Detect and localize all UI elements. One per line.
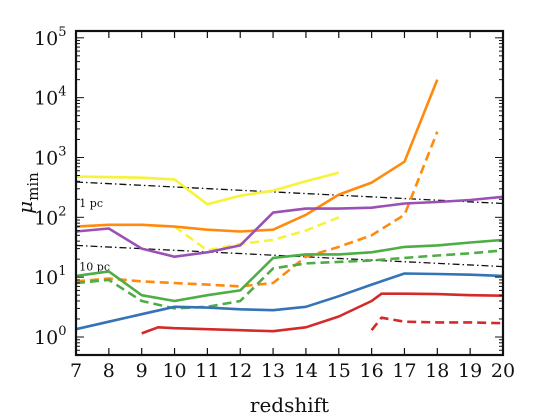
x-tick-label: 13 bbox=[261, 360, 285, 382]
y-tick-label: 101 bbox=[34, 264, 66, 289]
series-line-6 bbox=[75, 238, 504, 303]
series-line-1 bbox=[75, 171, 340, 206]
x-tick-label: 15 bbox=[327, 360, 351, 382]
x-tick-label: 9 bbox=[136, 360, 148, 382]
y-ticks: 100 101 102 103 104 105 bbox=[34, 25, 503, 356]
x-tick-label: 11 bbox=[195, 360, 219, 382]
reference-line-label-1: 1 pc bbox=[79, 197, 103, 210]
series-line-4 bbox=[75, 131, 439, 288]
plot-frame bbox=[74, 29, 505, 357]
series-line-3 bbox=[75, 79, 439, 233]
x-axis-label: redshift bbox=[250, 393, 329, 417]
x-tick-label: 16 bbox=[360, 360, 384, 382]
series-line-8 bbox=[75, 272, 504, 331]
x-tick-label: 14 bbox=[294, 360, 318, 382]
reference-line-1 bbox=[75, 181, 504, 205]
series-line-9 bbox=[141, 292, 504, 335]
reference-line-label-2: 10 pc bbox=[79, 260, 110, 273]
y-tick-label: 104 bbox=[34, 85, 66, 110]
plot-lines: 1 pc 10 pc bbox=[75, 79, 504, 335]
x-tick-label: 8 bbox=[103, 360, 115, 382]
x-tick-label: 20 bbox=[491, 360, 515, 382]
x-tick-label: 10 bbox=[162, 360, 186, 382]
x-tick-label: 17 bbox=[392, 360, 416, 382]
svg-text:μmin: μmin bbox=[13, 172, 42, 214]
y-axis-label: μmin bbox=[13, 172, 42, 214]
series-line-7 bbox=[75, 249, 504, 310]
y-tick-label: 105 bbox=[34, 25, 66, 50]
series-line-2 bbox=[173, 216, 340, 252]
y-tick-label: 100 bbox=[34, 324, 66, 349]
y-axis-label-sub: min bbox=[24, 172, 42, 201]
x-tick-label: 19 bbox=[458, 360, 482, 382]
x-ticks: 7 8 9 10 11 12 13 14 15 16 17 18 19 20 bbox=[70, 31, 515, 382]
x-tick-label: 7 bbox=[70, 360, 82, 382]
x-tick-label: 12 bbox=[228, 360, 252, 382]
y-tick-label: 102 bbox=[34, 204, 66, 229]
series-line-5 bbox=[75, 195, 504, 259]
y-tick-label: 103 bbox=[34, 144, 66, 169]
series-line-10 bbox=[370, 316, 504, 332]
x-tick-label: 18 bbox=[425, 360, 449, 382]
y-axis-label-main: μ bbox=[13, 201, 37, 214]
